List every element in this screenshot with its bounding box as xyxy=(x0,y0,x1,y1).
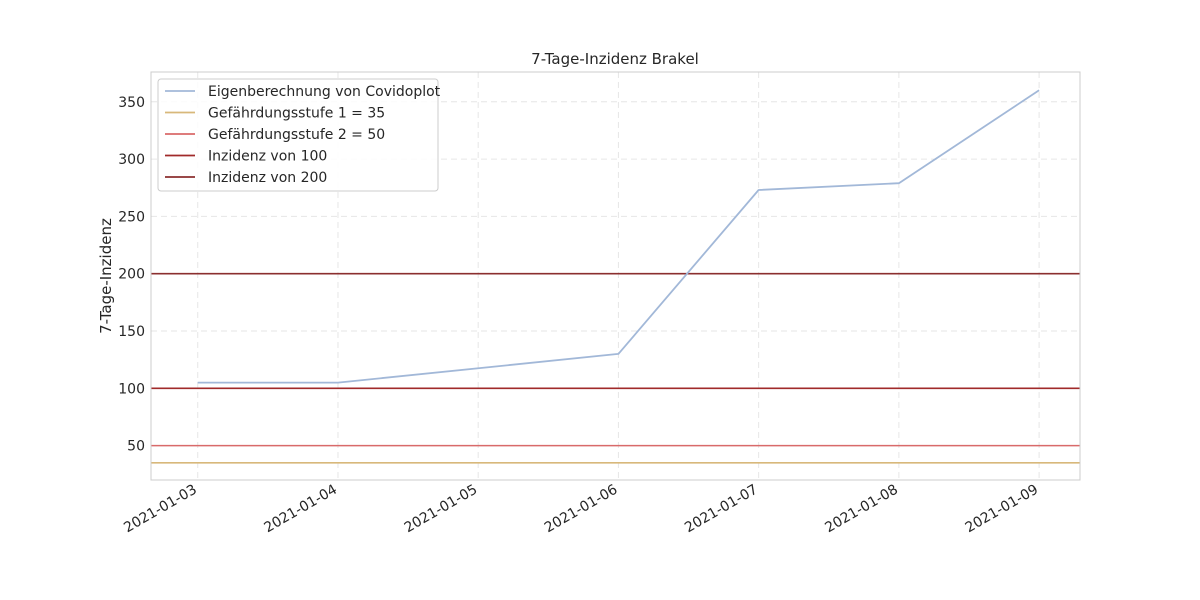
x-tick-label: 2021-01-06 xyxy=(542,482,621,537)
y-tick-label: 200 xyxy=(118,267,145,283)
x-tick-labels: 2021-01-03 2021-01-04 2021-01-05 2021-01-06… xyxy=(121,482,1041,537)
x-tick-label: 2021-01-09 xyxy=(963,482,1041,537)
y-tick-label: 350 xyxy=(118,95,145,111)
y-tick-labels: 50 100 150 200 250 300 350 xyxy=(118,95,145,455)
x-tick-label: 2021-01-08 xyxy=(822,482,900,537)
x-tick-label: 2021-01-07 xyxy=(682,482,760,537)
legend-label: Inzidenz von 100 xyxy=(208,149,327,165)
y-tick-label: 250 xyxy=(118,209,145,225)
legend-label: Gefährdungsstufe 2 = 50 xyxy=(208,127,385,143)
y-tick-label: 100 xyxy=(118,381,145,397)
y-tick-label: 50 xyxy=(127,439,145,455)
x-tick-label: 2021-01-03 xyxy=(121,482,199,537)
reference-lines xyxy=(151,272,1080,464)
series-lines xyxy=(197,89,1040,384)
legend: Eigenberechnung von Covidoplot Gefährdung… xyxy=(157,78,441,192)
legend-label: Gefährdungsstufe 1 = 35 xyxy=(208,106,385,122)
y-tick-label: 150 xyxy=(118,324,145,340)
legend-label: Eigenberechnung von Covidoplot xyxy=(208,84,441,100)
y-axis-label: 7-Tage-Inzidenz xyxy=(97,218,115,334)
chart-title: 7-Tage-Inzidenz Brakel xyxy=(531,50,699,68)
plot-frame xyxy=(150,71,1081,481)
y-tick-label: 300 xyxy=(118,152,145,168)
x-tick-label: 2021-01-05 xyxy=(402,482,480,537)
legend-label: Inzidenz von 200 xyxy=(208,170,327,186)
x-tick-label: 2021-01-04 xyxy=(261,482,340,537)
legend-box xyxy=(157,78,439,192)
series-line xyxy=(197,89,1040,384)
